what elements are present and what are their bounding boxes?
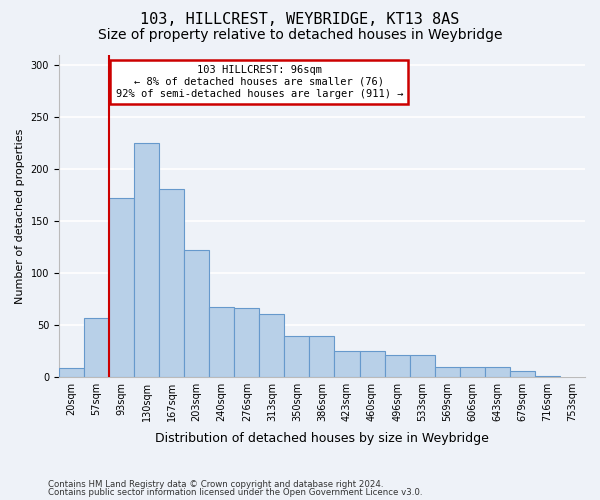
Bar [134,143,159,376]
X-axis label: Distribution of detached houses by size in Weybridge: Distribution of detached houses by size … [155,432,489,445]
Bar [310,336,334,376]
Text: Contains HM Land Registry data © Crown copyright and database right 2024.: Contains HM Land Registry data © Crown c… [48,480,383,489]
Bar [385,355,410,376]
Bar [410,355,434,376]
Bar [109,198,134,376]
Text: Contains public sector information licensed under the Open Government Licence v3: Contains public sector information licen… [48,488,422,497]
Bar [209,307,234,376]
Y-axis label: Number of detached properties: Number of detached properties [15,128,25,304]
Bar [84,318,109,376]
Bar [284,336,310,376]
Text: 103, HILLCREST, WEYBRIDGE, KT13 8AS: 103, HILLCREST, WEYBRIDGE, KT13 8AS [140,12,460,28]
Bar [434,368,460,376]
Bar [485,368,510,376]
Bar [159,189,184,376]
Bar [234,308,259,376]
Text: 103 HILLCREST: 96sqm
← 8% of detached houses are smaller (76)
92% of semi-detach: 103 HILLCREST: 96sqm ← 8% of detached ho… [116,66,403,98]
Bar [510,372,535,376]
Bar [184,250,209,376]
Bar [259,314,284,376]
Bar [334,350,359,376]
Bar [359,350,385,376]
Bar [460,368,485,376]
Text: Size of property relative to detached houses in Weybridge: Size of property relative to detached ho… [98,28,502,42]
Bar [59,368,84,376]
